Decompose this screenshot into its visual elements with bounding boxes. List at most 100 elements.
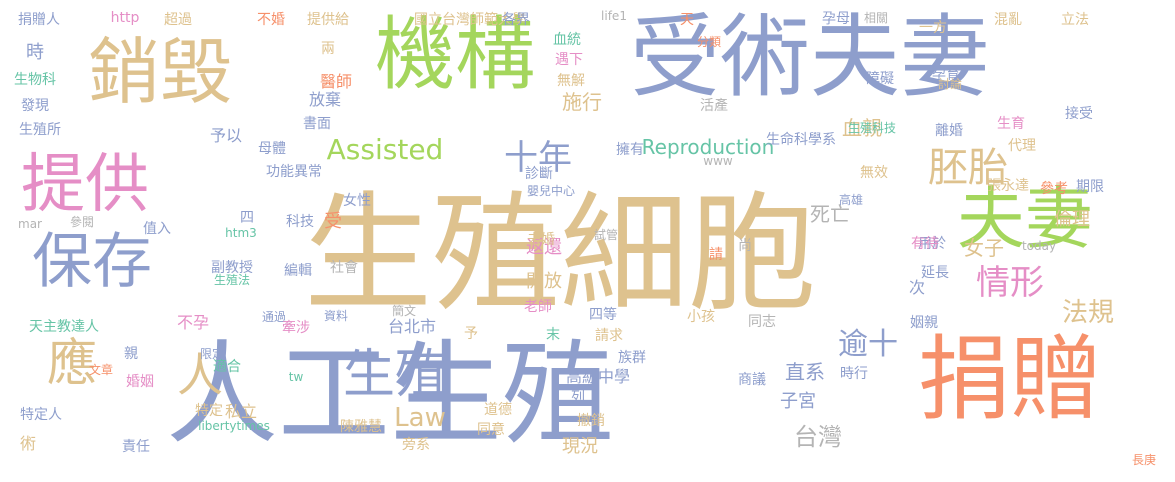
word-128: 列 xyxy=(571,390,585,406)
word-99: 社會 xyxy=(330,260,358,276)
word-55: 兩 xyxy=(321,41,335,57)
word-107: 資料 xyxy=(323,309,349,323)
word-88: mar xyxy=(18,217,42,231)
word-13: 十年 xyxy=(504,138,572,178)
word-100: 老師 xyxy=(524,299,552,315)
word-60: 活產 xyxy=(700,98,728,114)
word-131: 陳雅慧 xyxy=(340,419,382,435)
word-5: 銷毀 xyxy=(87,30,233,114)
word-91: 試管 xyxy=(593,228,619,242)
word-27: 開放 xyxy=(526,271,562,292)
word-126: 特定 xyxy=(195,403,223,419)
word-7: 保存 xyxy=(32,227,152,297)
word-52: 生物科 xyxy=(14,72,56,88)
word-39: 捐贈人 xyxy=(18,12,60,28)
word-16: Assisted xyxy=(326,133,444,166)
word-35: 高級中學 xyxy=(565,367,631,386)
word-127: 私立 xyxy=(224,402,258,421)
word-59: 無解 xyxy=(557,73,585,89)
word-136: 同意 xyxy=(477,422,505,438)
word-121: 商議 xyxy=(738,372,766,388)
word-106: 牽涉 xyxy=(282,320,310,336)
word-80: 高雄 xyxy=(838,193,864,207)
word-56: 血統 xyxy=(553,32,581,48)
word-14: 情形 xyxy=(976,263,1044,303)
word-119: 適合 xyxy=(213,359,241,375)
word-25: 血親 xyxy=(842,116,882,140)
word-69: 擁有 xyxy=(616,142,644,158)
word-18: 法規 xyxy=(1061,298,1115,328)
word-108: 簡文 xyxy=(391,304,417,318)
word-37: 國立台灣師範大學 xyxy=(414,12,526,28)
word-81: 張永達 xyxy=(987,178,1029,194)
word-24: 死亡 xyxy=(810,202,850,226)
word-36: 台北市 xyxy=(387,317,437,336)
word-92: 用於 xyxy=(918,236,946,252)
word-9: 生殖 xyxy=(342,345,448,405)
word-11: 人 xyxy=(177,348,223,402)
word-12: 胚胎 xyxy=(928,145,1008,191)
word-1: 人工生殖 xyxy=(166,330,614,460)
word-75: www xyxy=(703,154,733,168)
word-22: 直系 xyxy=(785,360,825,384)
word-34: 不孕 xyxy=(176,313,210,332)
word-76: 無效 xyxy=(860,165,888,181)
word-105: 通過 xyxy=(261,310,287,324)
word-89: htm3 xyxy=(225,226,257,240)
word-2: 捐贈 xyxy=(917,326,1103,433)
word-54: 生殖所 xyxy=(19,122,61,138)
word-20: Reproduction xyxy=(641,135,775,159)
word-26: 倫理 xyxy=(1054,209,1090,230)
word-114: 同志 xyxy=(748,314,776,330)
word-124: 文章 xyxy=(88,363,114,377)
word-15: 逾十 xyxy=(838,327,898,362)
word-33: 予以 xyxy=(209,126,243,145)
word-130: 撤銷 xyxy=(577,413,605,429)
word-17: Law xyxy=(394,403,446,433)
word-113: 小孩 xyxy=(687,309,715,325)
word-120: 族群 xyxy=(618,350,646,366)
word-66: 接受 xyxy=(1065,106,1093,122)
word-53: 發現 xyxy=(21,98,49,114)
word-101: 請 xyxy=(709,247,723,263)
word-67: 書面 xyxy=(303,116,331,132)
word-4: 機構 xyxy=(375,8,535,101)
word-50: 立法 xyxy=(1061,12,1089,28)
word-10: 應 xyxy=(47,334,97,392)
word-115: 姻親 xyxy=(910,315,938,331)
word-94: 有待 xyxy=(911,236,939,252)
word-29: 子宮 xyxy=(780,391,816,412)
word-116: 親 xyxy=(124,346,138,362)
word-30: 現況 xyxy=(562,436,598,457)
word-77: 期限 xyxy=(1076,179,1104,195)
word-65: 代理 xyxy=(1008,138,1036,154)
word-133: 術 xyxy=(19,434,37,453)
word-112: 末 xyxy=(546,327,560,343)
word-134: 責任 xyxy=(122,439,150,455)
word-21: 女子 xyxy=(964,236,1004,260)
word-129: 道德 xyxy=(484,402,512,418)
word-3: 受術夫妻 xyxy=(630,5,990,110)
word-95: 延長 xyxy=(921,265,949,281)
word-82: 參考 xyxy=(1040,181,1068,197)
word-28: 返還 xyxy=(526,237,562,258)
word-19: 台灣 xyxy=(794,423,842,451)
word-135: 旁系 xyxy=(402,437,430,453)
word-8: 夫妻 xyxy=(956,180,1094,259)
word-132: libertytimes xyxy=(198,419,270,433)
word-104: 天主教達人 xyxy=(29,319,99,335)
word-125: 特定人 xyxy=(20,407,62,423)
word-42: 不婚 xyxy=(257,12,285,28)
word-45: 天 xyxy=(680,12,694,28)
word-84: 受 xyxy=(324,211,342,232)
word-47: 相關 xyxy=(863,11,889,25)
word-103: 次 xyxy=(908,278,926,297)
word-63: 孕育 xyxy=(932,67,960,83)
word-78: 女性 xyxy=(343,193,371,209)
word-90: 未婚 xyxy=(527,232,555,248)
word-46: 孕母 xyxy=(822,11,850,27)
word-110: 請求 xyxy=(595,328,623,344)
word-117: 婚姻 xyxy=(126,374,154,390)
word-118: 限定 xyxy=(199,347,225,361)
